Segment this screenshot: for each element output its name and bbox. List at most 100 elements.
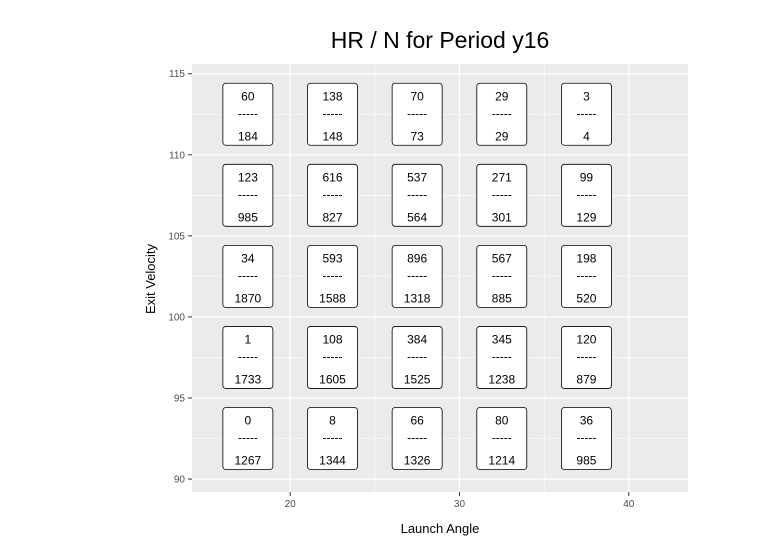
cell-n-value: 885 bbox=[492, 291, 512, 305]
cell-box bbox=[476, 326, 528, 389]
cell-hr-value: 8 bbox=[329, 414, 336, 428]
cell-n-value: 1525 bbox=[404, 372, 431, 386]
cell-separator: ----- bbox=[323, 268, 343, 282]
cell-box bbox=[476, 82, 528, 146]
cell-n-value: 879 bbox=[576, 372, 596, 386]
cell-label: 345 ----- 1238 bbox=[476, 326, 528, 389]
cell-label: 66 ----- 1326 bbox=[391, 407, 443, 470]
cell-separator: ----- bbox=[407, 187, 427, 201]
cell-box bbox=[391, 407, 443, 470]
cell-box bbox=[222, 326, 274, 389]
cell-separator: ----- bbox=[576, 106, 596, 120]
cell-label: 384 ----- 1525 bbox=[391, 326, 443, 389]
cell-separator: ----- bbox=[492, 106, 512, 120]
cell-separator: ----- bbox=[323, 431, 343, 445]
cell-hr-value: 271 bbox=[492, 170, 512, 184]
cell-separator: ----- bbox=[407, 268, 427, 282]
cell-n-value: 1605 bbox=[319, 372, 346, 386]
cell-separator: ----- bbox=[576, 349, 596, 363]
y-axis-title: Exit Velocity bbox=[143, 243, 158, 314]
cell-n-value: 73 bbox=[410, 129, 424, 143]
cell-box bbox=[222, 244, 274, 308]
cell-hr-value: 34 bbox=[241, 251, 255, 265]
cell-separator: ----- bbox=[238, 106, 258, 120]
cell-box bbox=[391, 163, 443, 227]
y-tick-label: 90 bbox=[174, 475, 186, 486]
cell-n-value: 148 bbox=[322, 129, 342, 143]
cell-label: 537 ----- 564 bbox=[391, 163, 443, 227]
cell-separator: ----- bbox=[492, 268, 512, 282]
cell-box bbox=[222, 407, 274, 470]
cell-box bbox=[391, 326, 443, 389]
cell-hr-value: 616 bbox=[322, 170, 342, 184]
cell-hr-value: 60 bbox=[241, 89, 255, 103]
cell-n-value: 985 bbox=[576, 454, 596, 468]
cell-separator: ----- bbox=[323, 106, 343, 120]
cell-label: 593 ----- 1588 bbox=[307, 244, 358, 308]
y-tick-label: 115 bbox=[169, 69, 185, 80]
cell-label: 8 ----- 1344 bbox=[307, 407, 358, 470]
cell-hr-value: 567 bbox=[492, 251, 512, 265]
cell-n-value: 1267 bbox=[235, 454, 262, 468]
y-tick-label: 110 bbox=[169, 150, 185, 161]
cell-n-value: 1344 bbox=[319, 454, 346, 468]
cell-hr-value: 123 bbox=[238, 170, 258, 184]
cell-hr-value: 3 bbox=[583, 89, 590, 103]
cell-box bbox=[561, 163, 612, 227]
cell-separator: ----- bbox=[492, 349, 512, 363]
x-tick-label: 30 bbox=[454, 499, 466, 510]
cell-n-value: 1214 bbox=[488, 454, 515, 468]
cell-label: 120 ----- 879 bbox=[561, 326, 612, 389]
cell-box bbox=[561, 407, 612, 470]
cell-hr-value: 138 bbox=[322, 89, 342, 103]
cell-box bbox=[307, 163, 358, 227]
cell-hr-value: 1 bbox=[245, 332, 252, 346]
cell-separator: ----- bbox=[323, 187, 343, 201]
cell-hr-value: 896 bbox=[407, 251, 427, 265]
cell-separator: ----- bbox=[238, 187, 258, 201]
cell-hr-value: 0 bbox=[245, 414, 252, 428]
cell-separator: ----- bbox=[407, 349, 427, 363]
cell-separator: ----- bbox=[492, 431, 512, 445]
cell-box bbox=[561, 244, 612, 308]
cell-label: 0 ----- 1267 bbox=[222, 407, 274, 470]
cell-n-value: 184 bbox=[238, 129, 258, 143]
cell-label: 198 ----- 520 bbox=[561, 244, 612, 308]
cell-separator: ----- bbox=[492, 187, 512, 201]
cell-separator: ----- bbox=[238, 268, 258, 282]
cell-separator: ----- bbox=[576, 431, 596, 445]
cell-label: 99 ----- 129 bbox=[561, 163, 612, 227]
y-tick-label: 105 bbox=[168, 231, 185, 242]
cell-n-value: 1238 bbox=[488, 372, 515, 386]
x-axis-title: Launch Angle bbox=[401, 521, 480, 536]
cell-label: 34 ----- 1870 bbox=[222, 244, 274, 308]
cell-box bbox=[561, 82, 612, 146]
cell-label: 70 ----- 73 bbox=[391, 82, 443, 146]
cell-hr-value: 384 bbox=[407, 332, 427, 346]
cell-box bbox=[307, 244, 358, 308]
cell-n-value: 129 bbox=[576, 210, 596, 224]
cell-hr-value: 66 bbox=[410, 414, 424, 428]
cell-hr-value: 120 bbox=[576, 332, 596, 346]
cell-label: 123 ----- 985 bbox=[222, 163, 274, 227]
x-tick-label: 20 bbox=[285, 499, 297, 510]
cell-separator: ----- bbox=[238, 349, 258, 363]
y-tick-label: 95 bbox=[174, 393, 186, 404]
cell-label: 36 ----- 985 bbox=[561, 407, 612, 470]
cell-box bbox=[476, 407, 528, 470]
cell-n-value: 1588 bbox=[319, 291, 346, 305]
cell-labels: 60-----184138-----14870-----7329-----293… bbox=[222, 82, 612, 470]
cell-n-value: 1733 bbox=[235, 372, 262, 386]
cell-label: 138 ----- 148 bbox=[307, 82, 358, 146]
cell-box bbox=[222, 82, 274, 146]
cell-n-value: 985 bbox=[238, 210, 258, 224]
cell-hr-value: 345 bbox=[492, 332, 512, 346]
cell-n-value: 564 bbox=[407, 210, 427, 224]
cell-label: 1 ----- 1733 bbox=[222, 326, 274, 389]
cell-box bbox=[307, 82, 358, 146]
cell-box bbox=[476, 244, 528, 308]
cell-box bbox=[222, 163, 274, 227]
chart-title: HR / N for Period y16 bbox=[331, 27, 550, 53]
cell-label: 567 ----- 885 bbox=[476, 244, 528, 308]
